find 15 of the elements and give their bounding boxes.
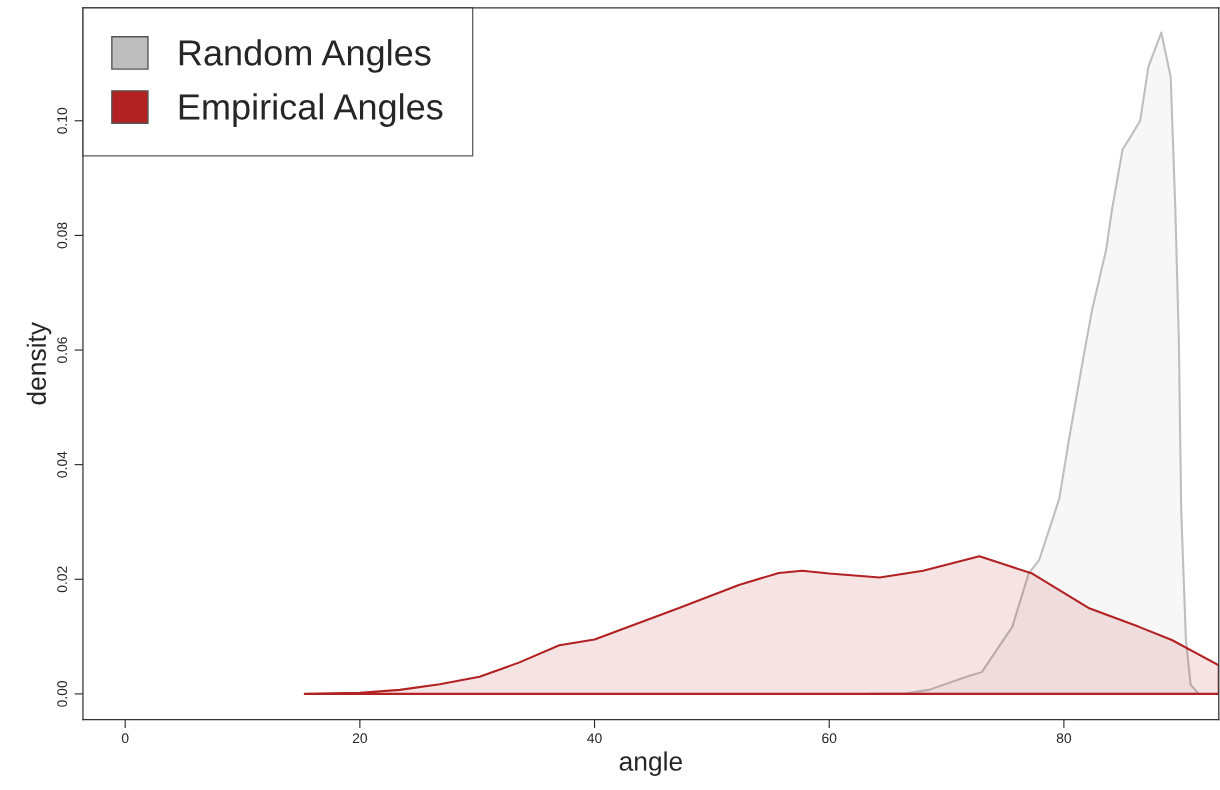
y-axis-title: density (26, 322, 52, 405)
legend-label: Empirical Angles (179, 93, 443, 127)
x-tick-label: 20 (352, 733, 368, 744)
y-tick-label: 0.04 (57, 451, 68, 478)
x-tick-label: 40 (587, 733, 602, 744)
x-tick-label: 80 (1056, 733, 1072, 744)
legend-label: Random Angles (179, 39, 431, 73)
y-tick-label: 0.06 (57, 337, 68, 364)
x-axis-title: angle (619, 751, 682, 776)
x-tick-label: 0 (121, 733, 129, 744)
y-tick-label: 0.10 (57, 107, 68, 134)
y-tick-label: 0.02 (57, 566, 68, 593)
y-tick-label: 0.00 (57, 680, 68, 707)
y-tick-label: 0.08 (57, 222, 68, 249)
x-tick-label: 60 (822, 733, 837, 744)
